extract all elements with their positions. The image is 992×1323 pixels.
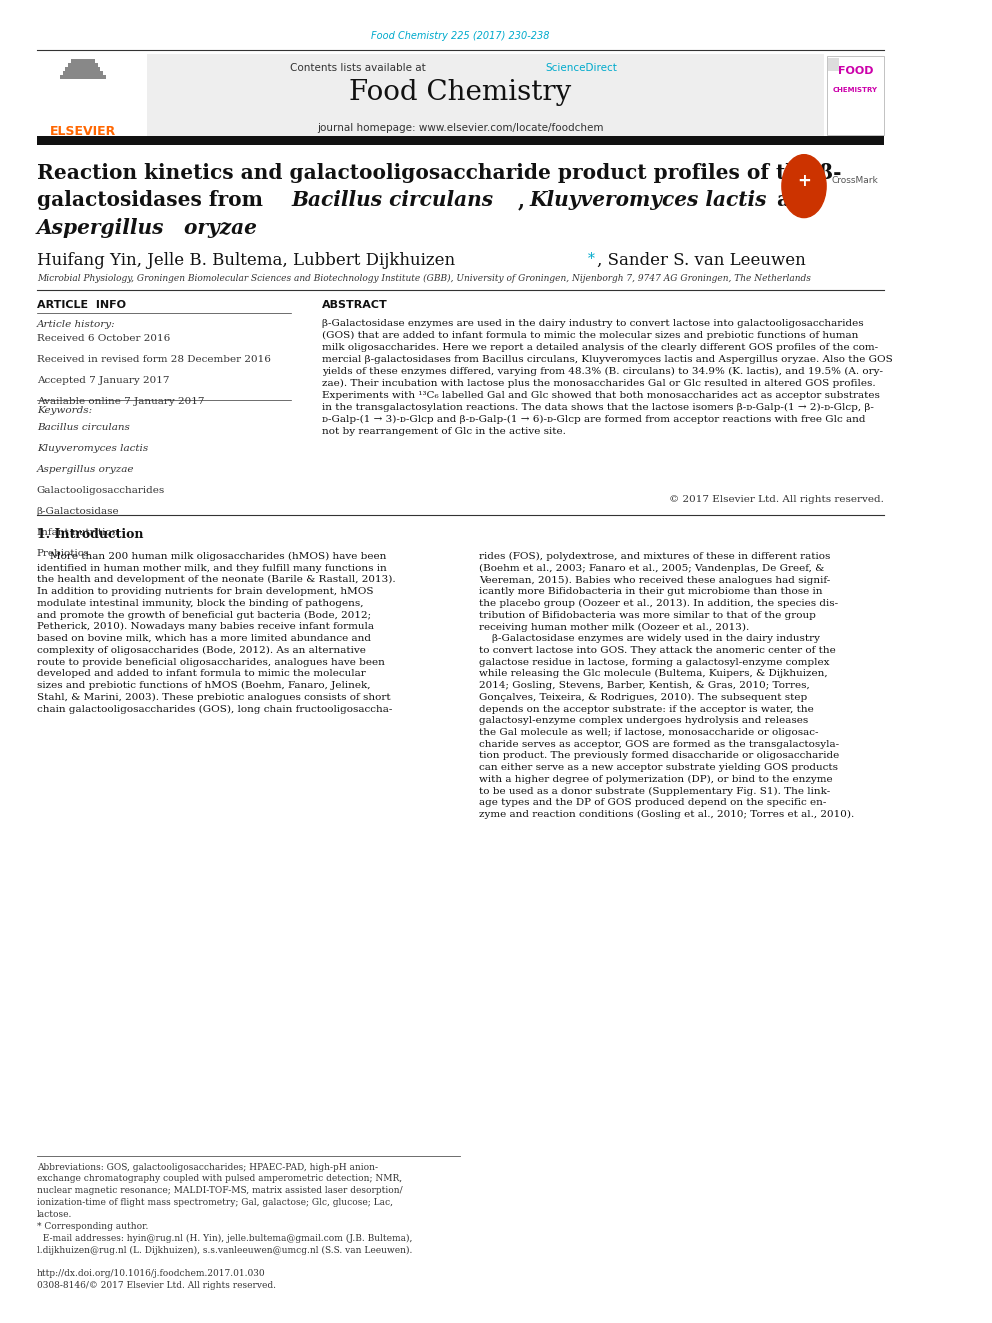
Text: More than 200 human milk oligosaccharides (hMOS) have been
identified in human m: More than 200 human milk oligosaccharide… bbox=[37, 552, 396, 713]
Text: , Sander S. van Leeuwen: , Sander S. van Leeuwen bbox=[597, 251, 806, 269]
FancyBboxPatch shape bbox=[37, 54, 148, 138]
Text: Huifang Yin, Jelle B. Bultema, Lubbert Dijkhuizen: Huifang Yin, Jelle B. Bultema, Lubbert D… bbox=[37, 251, 460, 269]
Text: CHEMISTRY: CHEMISTRY bbox=[833, 86, 878, 93]
Text: Bacillus circulans: Bacillus circulans bbox=[291, 191, 493, 210]
Text: © 2017 Elsevier Ltd. All rights reserved.: © 2017 Elsevier Ltd. All rights reserved… bbox=[670, 496, 884, 504]
Text: Infant nutrition: Infant nutrition bbox=[37, 528, 118, 537]
Text: Bacillus circulans: Bacillus circulans bbox=[37, 423, 130, 433]
Text: +: + bbox=[797, 172, 810, 191]
Text: β-Galactosidase enzymes are used in the dairy industry to convert lactose into g: β-Galactosidase enzymes are used in the … bbox=[322, 319, 893, 435]
Text: Keywords:: Keywords: bbox=[37, 406, 92, 415]
Text: CrossMark: CrossMark bbox=[831, 176, 878, 185]
Bar bbox=[70, 60, 95, 64]
Bar bbox=[37, 136, 884, 146]
FancyBboxPatch shape bbox=[828, 58, 839, 71]
Text: Received 6 October 2016: Received 6 October 2016 bbox=[37, 335, 170, 343]
Bar bbox=[65, 67, 100, 71]
Text: Prebiotics: Prebiotics bbox=[37, 549, 89, 558]
Text: ABSTRACT: ABSTRACT bbox=[322, 300, 388, 310]
Text: ARTICLE  INFO: ARTICLE INFO bbox=[37, 300, 126, 310]
FancyBboxPatch shape bbox=[37, 54, 824, 138]
Text: *: * bbox=[587, 251, 594, 266]
Text: ScienceDirect: ScienceDirect bbox=[546, 64, 617, 73]
Text: Kluyveromyces lactis: Kluyveromyces lactis bbox=[37, 445, 148, 454]
Bar bbox=[62, 71, 103, 74]
Text: Article history:: Article history: bbox=[37, 320, 115, 329]
Text: Reaction kinetics and galactooligosaccharide product profiles of the β-: Reaction kinetics and galactooligosaccha… bbox=[37, 163, 841, 183]
Text: ELSEVIER: ELSEVIER bbox=[50, 124, 116, 138]
FancyBboxPatch shape bbox=[827, 57, 884, 135]
Text: FOOD: FOOD bbox=[838, 66, 873, 75]
Text: oryzae: oryzae bbox=[177, 217, 257, 238]
Text: Accepted 7 January 2017: Accepted 7 January 2017 bbox=[37, 376, 170, 385]
Bar bbox=[68, 64, 97, 67]
Text: galactosidases from: galactosidases from bbox=[37, 191, 270, 210]
Text: ,: , bbox=[518, 191, 525, 210]
Text: Available online 7 January 2017: Available online 7 January 2017 bbox=[37, 397, 204, 406]
Text: Food Chemistry: Food Chemistry bbox=[349, 78, 571, 106]
Text: Abbreviations: GOS, galactooligosaccharides; HPAEC-PAD, high-pH anion-
exchange : Abbreviations: GOS, galactooligosacchari… bbox=[37, 1163, 413, 1290]
Text: Aspergillus oryzae: Aspergillus oryzae bbox=[37, 466, 134, 475]
Text: Microbial Physiology, Groningen Biomolecular Sciences and Biotechnology Institut: Microbial Physiology, Groningen Biomolec… bbox=[37, 274, 810, 283]
Text: β-Galactosidase: β-Galactosidase bbox=[37, 507, 119, 516]
Text: Galactooligosaccharides: Galactooligosaccharides bbox=[37, 487, 165, 495]
Bar bbox=[60, 74, 106, 78]
Text: Contents lists available at: Contents lists available at bbox=[290, 64, 430, 73]
Text: rides (FOS), polydextrose, and mixtures of these in different ratios
(Boehm et a: rides (FOS), polydextrose, and mixtures … bbox=[479, 552, 854, 819]
Circle shape bbox=[782, 155, 826, 217]
Text: Kluyveromyces lactis: Kluyveromyces lactis bbox=[530, 191, 767, 210]
Text: and: and bbox=[770, 191, 825, 210]
Text: Food Chemistry 225 (2017) 230-238: Food Chemistry 225 (2017) 230-238 bbox=[371, 32, 550, 41]
Text: Received in revised form 28 December 2016: Received in revised form 28 December 201… bbox=[37, 355, 271, 364]
Text: Aspergillus: Aspergillus bbox=[37, 217, 165, 238]
Text: 1. Introduction: 1. Introduction bbox=[37, 528, 143, 541]
Text: journal homepage: www.elsevier.com/locate/foodchem: journal homepage: www.elsevier.com/locat… bbox=[317, 123, 604, 134]
